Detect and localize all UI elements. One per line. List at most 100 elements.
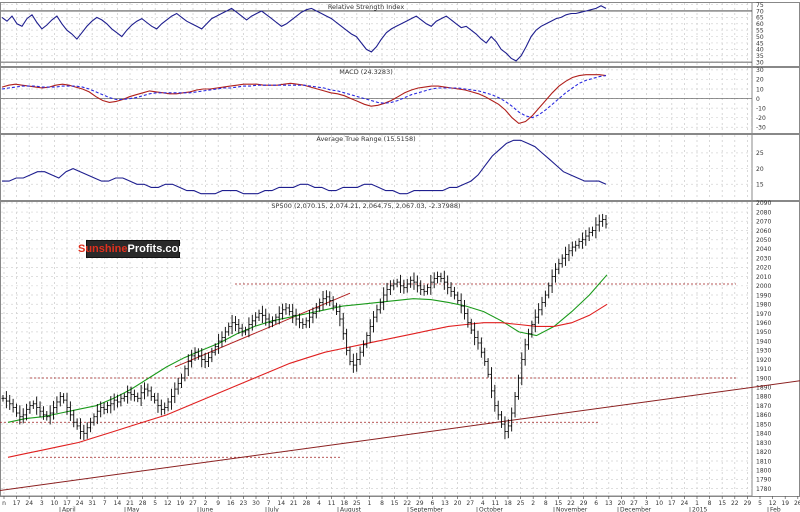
x-tick-label: 29 [744,500,752,507]
x-tick-label: 17 [63,500,71,507]
y-tick-label: 1870 [756,403,771,410]
x-tick-label: 8 [380,500,384,507]
month-label: April [62,507,76,512]
x-tick-label: 11 [328,500,336,507]
y-tick-label: 1820 [756,449,771,456]
y-tick-label: 1990 [756,292,771,299]
y-tick-label: 2090 [756,200,771,207]
y-tick-label: 2070 [756,219,771,226]
x-tick-label: 12 [164,500,172,507]
logo-part-2: Profits.com [127,243,189,255]
x-tick-label: 10 [655,500,663,507]
x-tick-label: 7 [267,500,271,507]
month-label: August [340,507,362,512]
x-tick-label: 11 [492,500,500,507]
y-tick-label: 1920 [756,357,771,364]
x-tick-label: 26 [794,500,800,507]
rsi-series-line [1,5,607,62]
panel-title: Relative Strength Index [328,3,405,11]
y-tick-label: 1880 [756,394,771,401]
month-label: October [479,507,504,512]
y-tick-label: 1790 [756,477,771,484]
x-tick-label: 18 [340,500,348,507]
x-tick-label: 6 [594,500,598,507]
x-tick-label: 1 [367,500,371,507]
y-tick-label: 1830 [756,440,771,447]
trendline-support [0,380,800,491]
x-tick-label: 4 [481,500,485,507]
x-tick-label: 13 [605,500,613,507]
y-tick-label: 55 [756,27,764,34]
x-tick-label: 23 [240,500,248,507]
x-tick-label: 15 [718,500,726,507]
y-tick-label: 2080 [756,209,771,216]
x-tick-label: 29 [580,500,588,507]
macd-signal-line [1,75,607,119]
y-tick-label: 0 [756,96,760,103]
y-tick-label: 70 [756,8,764,15]
y-tick-label: 1900 [756,375,771,382]
x-tick-label: 27 [189,500,197,507]
x-tick-label: 3 [645,500,649,507]
y-tick-label: 1980 [756,302,771,309]
x-tick-label: 2 [531,500,535,507]
x-tick-label: 29 [416,500,424,507]
x-tick-label: 13 [441,500,449,507]
x-tick-label: 24 [76,500,84,507]
x-tick-label: 14 [114,500,122,507]
y-tick-label: 2050 [756,237,771,244]
x-tick-label: n [2,500,6,507]
y-tick-label: 1890 [756,385,771,392]
x-tick-label: 8 [708,500,712,507]
panel-frame [0,134,800,201]
month-label: June [199,507,213,512]
x-tick-label: 28 [139,500,147,507]
x-tick-label: 19 [781,500,789,507]
x-tick-label: 16 [227,500,235,507]
y-tick-label: 45 [756,40,764,47]
x-tick-label: 17 [13,500,21,507]
y-tick-label: -20 [756,115,766,122]
y-tick-label: 20 [756,77,764,84]
panel-frame [0,67,800,134]
y-tick-label: 1850 [756,421,771,428]
sunshine-profits-logo: Sunshine Profits.com [78,240,188,258]
x-tick-label: 5 [758,500,762,507]
y-tick-label: 1930 [756,348,771,355]
x-tick-label: 20 [618,500,626,507]
x-tick-label: 30 [252,500,260,507]
x-tick-label: 22 [403,500,411,507]
y-tick-label: -30 [756,125,766,132]
y-tick-label: 2040 [756,246,771,253]
month-label: Feb [770,507,781,512]
x-tick-label: 6 [430,500,434,507]
y-tick-label: 1970 [756,311,771,318]
y-tick-label: -10 [756,105,766,112]
x-tick-label: 28 [303,500,311,507]
y-tick-label: 15 [756,182,764,189]
y-tick-label: 1950 [756,329,771,336]
y-tick-label: 2020 [756,265,771,272]
y-tick-label: 2010 [756,274,771,281]
x-tick-label: 3 [40,500,44,507]
y-tick-label: 20 [756,166,764,173]
x-tick-label: 10 [51,500,59,507]
y-tick-label: 1780 [756,486,771,493]
moving-average-long [7,303,608,458]
x-tick-label: 17 [668,500,676,507]
x-tick-label: 24 [25,500,33,507]
logo-part-1: Sunshine [77,243,128,255]
x-tick-label: 5 [153,500,157,507]
x-tick-label: 27 [466,500,474,507]
month-label: December [620,507,652,512]
y-tick-label: 1910 [756,366,771,373]
y-tick-label: 1940 [756,338,771,345]
y-tick-label: 2060 [756,228,771,235]
y-tick-label: 30 [756,67,764,74]
x-tick-label: 2 [204,500,208,507]
x-tick-label: 8 [544,500,548,507]
panel-title: MACD (24.3283) [339,68,393,76]
x-tick-label: 21 [290,500,298,507]
x-tick-label: 1 [695,500,699,507]
y-tick-label: 25 [756,150,764,157]
